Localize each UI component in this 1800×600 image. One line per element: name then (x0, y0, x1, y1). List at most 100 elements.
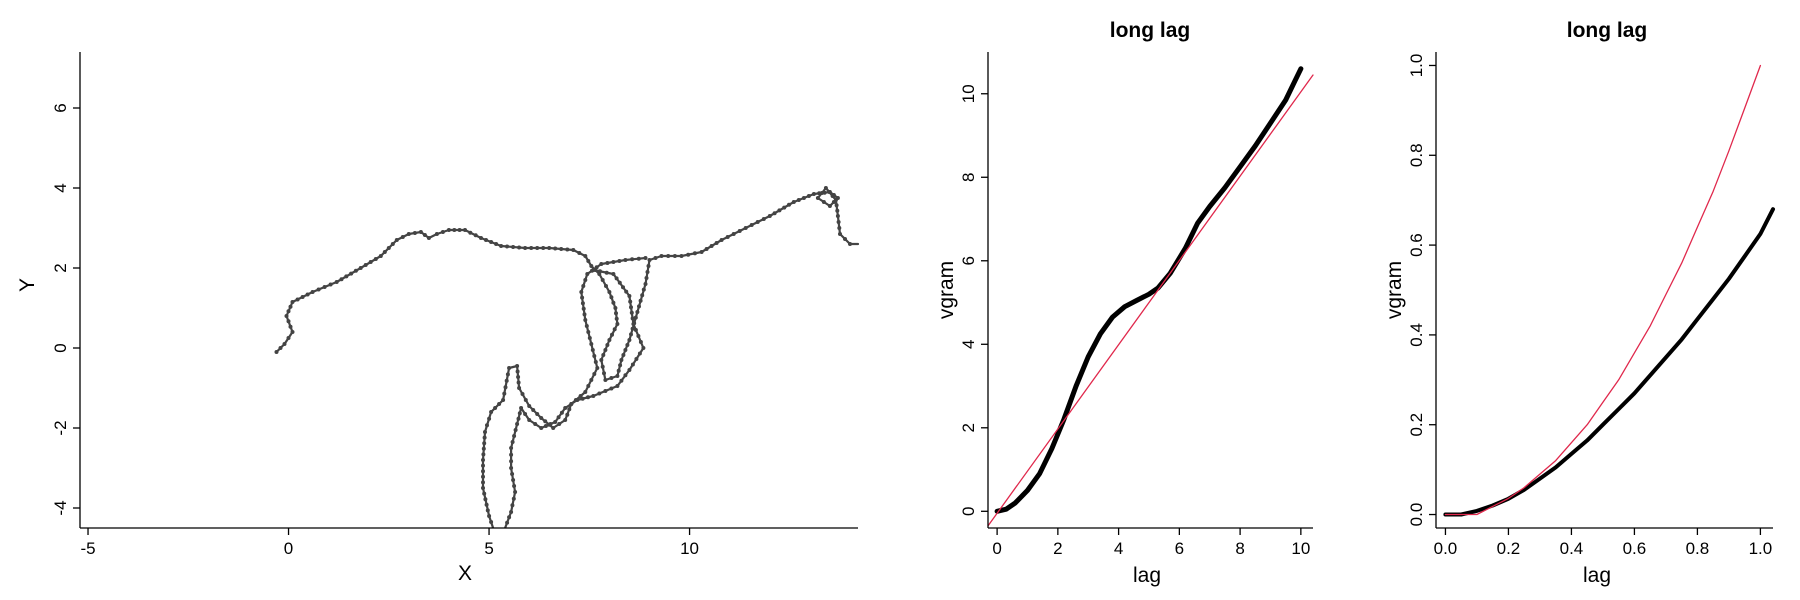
trajectory-point (482, 435, 487, 440)
variogram-2-series-line (1443, 207, 1775, 517)
trajectory-point (481, 458, 485, 462)
trajectory-point (599, 358, 604, 362)
trajectory-point (571, 248, 576, 252)
trajectory-point (517, 411, 522, 416)
variogram-1-x-tick-label: 0 (992, 539, 1001, 558)
trajectory-point (353, 268, 358, 273)
trajectory-point (592, 372, 597, 376)
variogram-2-series (1443, 64, 1775, 517)
trajectory-point (624, 289, 629, 294)
trajectory-point (483, 497, 488, 502)
trajectory-point (633, 315, 638, 320)
trajectory-point (612, 327, 617, 332)
trajectory-point (837, 226, 842, 230)
variogram-2-axes: 0.0 0.2 0.4 0.6 0.8 1.0 0.0 0.2 0.4 0.6 0.8 1.0 (1407, 52, 1773, 558)
trajectory-point (481, 480, 485, 485)
variogram-2-y-tick-label: 0.8 (1407, 143, 1426, 167)
trajectory-point (452, 228, 457, 232)
variogram-2-y-tick-label: 0.2 (1407, 413, 1426, 437)
trajectory-point (638, 340, 643, 344)
trajectory-point (838, 232, 842, 236)
trajectory-point (637, 351, 642, 356)
trajectory-point (767, 214, 772, 218)
trajectory-point (647, 258, 652, 262)
trajectory-point (505, 244, 510, 249)
trajectory-point (630, 362, 635, 367)
trajectory-point (629, 310, 634, 315)
trajectory-point (619, 378, 624, 383)
trajectory-point (497, 402, 502, 406)
trajectory-point (605, 343, 610, 347)
trajectory-point (539, 416, 544, 420)
trajectory-point (618, 363, 623, 368)
trajectory-point (499, 244, 504, 248)
trajectory-point (607, 290, 612, 294)
trajectory-point (481, 463, 485, 468)
trajectory-point (567, 407, 572, 412)
trajectory-point (288, 304, 293, 309)
trajectory-point (634, 357, 639, 361)
trajectory-point (602, 371, 606, 376)
trajectory-point (704, 247, 709, 251)
trajectory-point (755, 220, 760, 224)
trajectory-point (503, 385, 508, 390)
trajectory-point (595, 366, 600, 370)
trajectory-point (507, 366, 512, 370)
trajectory-point (523, 412, 528, 416)
trajectory-point (282, 342, 287, 346)
trajectory-point (714, 241, 719, 245)
trajectory-point (290, 300, 295, 304)
trajectory-point (569, 402, 574, 406)
trajectory-point (286, 336, 291, 340)
trajectory-point (672, 254, 677, 258)
trajectory-y-tick-label: -2 (51, 420, 70, 435)
trajectory-point (801, 196, 806, 200)
trajectory-point (368, 260, 373, 264)
trajectory-x-axis-title: X (458, 562, 472, 585)
trajectory-point (633, 328, 638, 332)
trajectory-point (505, 372, 510, 377)
trajectory-point (422, 233, 427, 237)
trajectory-point (418, 230, 423, 234)
trajectory-point (510, 440, 515, 444)
trajectory-point (487, 416, 492, 421)
trajectory-point (616, 368, 621, 373)
trajectory-point (834, 203, 839, 208)
trajectory-point (504, 378, 509, 383)
variogram-2-x-tick-label: 0.2 (1497, 539, 1521, 558)
trajectory-point (513, 428, 518, 432)
trajectory-point (358, 266, 363, 270)
trajectory-point (848, 242, 852, 246)
trajectory-point (815, 196, 820, 200)
trajectory-point (709, 244, 714, 248)
trajectory-point (621, 285, 625, 290)
trajectory-point (339, 277, 344, 282)
trajectory-point (583, 318, 588, 322)
trajectory-point (512, 484, 517, 488)
trajectory-point (519, 406, 524, 410)
trajectory-y-tick-label: 6 (51, 103, 70, 112)
trajectory-point (686, 252, 691, 257)
trajectory-point (827, 190, 832, 194)
trajectory-point (821, 200, 826, 204)
trajectory-point (586, 259, 591, 263)
trajectory-point (630, 326, 635, 331)
trajectory-point (400, 235, 405, 239)
trajectory-point (777, 208, 782, 213)
trajectory-point (636, 334, 641, 338)
trajectory-point (344, 274, 349, 279)
trajectory-point (577, 251, 582, 255)
trajectory-point (322, 285, 327, 289)
trajectory-point (539, 426, 544, 430)
trajectory-point (619, 358, 624, 362)
trajectory-point (487, 514, 492, 518)
trajectory-point (591, 394, 596, 398)
trajectory-point (541, 246, 546, 250)
trajectory-point (609, 376, 614, 380)
trajectory-point (627, 368, 632, 372)
trajectory-point (830, 194, 835, 198)
trajectory-point (489, 520, 494, 524)
trajectory-point (614, 276, 619, 281)
trajectory-point (489, 410, 494, 414)
trajectory-point (481, 486, 485, 490)
